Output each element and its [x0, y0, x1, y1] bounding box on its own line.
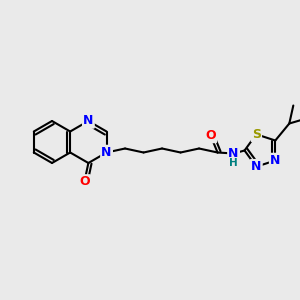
- Text: N: N: [83, 115, 94, 128]
- Text: H: H: [229, 158, 238, 169]
- Text: O: O: [205, 129, 216, 142]
- Text: N: N: [228, 147, 239, 160]
- Text: S: S: [252, 128, 261, 141]
- Text: N: N: [251, 160, 262, 173]
- Text: N: N: [270, 154, 280, 167]
- Text: N: N: [101, 146, 112, 159]
- Text: O: O: [79, 176, 90, 188]
